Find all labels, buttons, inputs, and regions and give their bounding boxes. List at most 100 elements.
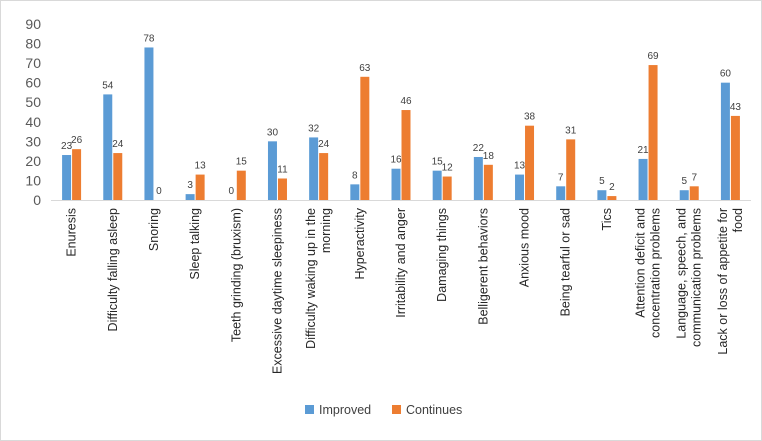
data-label: 0 (229, 186, 235, 197)
data-label: 60 (720, 69, 732, 80)
bar-improved (391, 168, 401, 200)
bar-improved (597, 190, 607, 200)
category-label: Teeth grinding (bruxism) (229, 208, 243, 342)
bar-continues (730, 115, 740, 200)
category-label: Irritability and anger (394, 208, 408, 318)
y-tick-label: 80 (25, 36, 41, 52)
data-label: 78 (143, 33, 155, 44)
data-label: 7 (691, 172, 697, 183)
category-label: Difficulty falling asleep (106, 208, 120, 331)
bar-continues (566, 139, 576, 200)
y-tick-label: 60 (25, 75, 41, 91)
bar-improved (350, 184, 360, 200)
data-label: 22 (473, 143, 485, 154)
bar-improved (432, 170, 442, 200)
bar-improved (515, 174, 525, 200)
data-label: 31 (565, 125, 577, 136)
data-label: 15 (432, 157, 444, 168)
bar-continues (401, 110, 411, 200)
category-label: Belligerent behaviors (476, 208, 490, 325)
bar-improved (267, 141, 277, 200)
data-label: 13 (514, 161, 526, 172)
y-tick-label: 30 (25, 133, 41, 149)
category-label: concentration problems (649, 208, 663, 338)
data-label: 0 (156, 186, 162, 197)
y-tick-label: 0 (33, 192, 41, 208)
bar-continues (689, 186, 699, 200)
bar-continues (319, 153, 329, 200)
bar-improved (556, 186, 566, 200)
data-label: 7 (558, 172, 564, 183)
legend-swatch-continues (392, 405, 401, 414)
bar-continues (442, 176, 452, 200)
category-label: Difficulty waking up in the (304, 208, 318, 349)
category-label: Being tearful or sad (559, 208, 573, 316)
y-tick-label: 70 (25, 55, 41, 71)
legend-label-continues: Continues (406, 403, 462, 417)
bar-continues (607, 196, 617, 200)
data-label: 24 (318, 139, 330, 150)
data-label: 16 (390, 155, 402, 166)
legend-swatch-improved (305, 405, 314, 414)
bar-continues (648, 65, 658, 200)
data-label: 38 (524, 112, 536, 123)
data-label: 63 (359, 63, 371, 74)
y-tick-label: 20 (25, 153, 41, 169)
legend-label-improved: Improved (319, 403, 371, 417)
data-label: 30 (267, 127, 279, 138)
category-label: Language, speech, and (675, 208, 689, 339)
data-label: 23 (61, 141, 73, 152)
data-label: 43 (730, 102, 742, 113)
data-label: 24 (112, 139, 124, 150)
data-label: 5 (599, 176, 605, 187)
y-tick-label: 10 (25, 172, 41, 188)
bar-improved (638, 158, 648, 200)
category-label: communication problems (690, 208, 704, 347)
bar-improved (679, 190, 689, 200)
data-label: 15 (236, 157, 248, 168)
data-label: 13 (195, 161, 207, 172)
category-label: Enuresis (65, 208, 79, 257)
bar-continues (72, 149, 82, 200)
y-tick-label: 90 (25, 16, 41, 32)
category-label: Damaging things (435, 208, 449, 302)
category-label: Lack or loss of appetite for (716, 208, 730, 355)
data-label: 21 (637, 145, 649, 156)
category-label: Attention deficit and (634, 208, 648, 318)
bar-improved (62, 155, 72, 200)
data-label: 46 (400, 96, 412, 107)
category-label: food (731, 208, 745, 232)
data-label: 2 (609, 182, 615, 193)
category-label: Sleep talking (188, 208, 202, 280)
bar-improved (720, 82, 730, 200)
category-label: Snoring (147, 208, 161, 251)
bar-improved (103, 94, 113, 200)
category-label: Hyperactivity (353, 207, 367, 279)
category-label: Anxious mood (518, 208, 532, 287)
data-label: 54 (102, 80, 114, 91)
data-label: 8 (352, 170, 358, 181)
bar-continues (277, 178, 287, 200)
data-label: 12 (442, 163, 454, 174)
bar-continues (195, 174, 205, 200)
bar-continues (236, 170, 246, 200)
category-label: morning (319, 208, 333, 253)
data-label: 11 (277, 164, 288, 175)
bar-continues (360, 76, 370, 200)
y-tick-label: 40 (25, 114, 41, 130)
category-label: Tics (600, 208, 614, 230)
bar-improved (473, 156, 483, 200)
data-label: 69 (647, 51, 659, 62)
y-tick-label: 50 (25, 94, 41, 110)
bar-continues (525, 125, 535, 200)
data-label: 32 (308, 123, 320, 134)
bar-continues (113, 153, 123, 200)
bar-improved (144, 47, 154, 200)
bar-improved (185, 194, 195, 200)
data-label: 5 (681, 176, 687, 187)
data-label: 3 (187, 180, 193, 191)
category-label: Excessive daytime sleepiness (270, 208, 284, 374)
bar-improved (309, 137, 319, 200)
